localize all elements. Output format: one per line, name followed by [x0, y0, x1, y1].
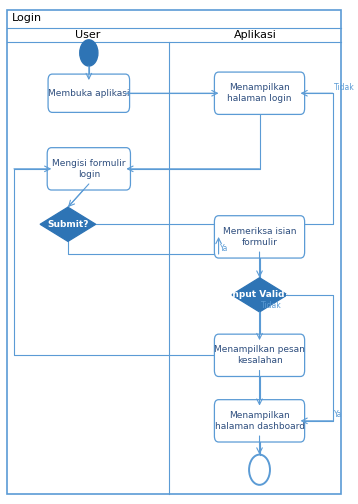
- Text: Membuka aplikasi: Membuka aplikasi: [48, 89, 130, 98]
- FancyBboxPatch shape: [214, 72, 305, 114]
- Text: Mengisi formulir
login: Mengisi formulir login: [52, 159, 126, 179]
- Text: Login: Login: [12, 13, 42, 23]
- FancyBboxPatch shape: [214, 216, 305, 258]
- Text: Menampilkan
halaman login: Menampilkan halaman login: [227, 83, 292, 103]
- FancyBboxPatch shape: [214, 400, 305, 442]
- FancyBboxPatch shape: [214, 334, 305, 376]
- Text: Menampilkan pesan
kesalahan: Menampilkan pesan kesalahan: [214, 345, 305, 365]
- Circle shape: [80, 40, 98, 66]
- Text: User: User: [75, 30, 101, 40]
- Polygon shape: [232, 278, 287, 312]
- Text: Tidak: Tidak: [334, 83, 355, 92]
- FancyBboxPatch shape: [7, 10, 342, 494]
- FancyBboxPatch shape: [47, 148, 130, 190]
- Text: Submit?: Submit?: [47, 220, 89, 229]
- Text: Menampilkan
halaman dashboard: Menampilkan halaman dashboard: [214, 411, 305, 431]
- Text: Input Valid?: Input Valid?: [229, 290, 290, 299]
- Text: Aplikasi: Aplikasi: [234, 30, 277, 40]
- Text: Memeriksa isian
formulir: Memeriksa isian formulir: [223, 227, 296, 247]
- Text: Tidak: Tidak: [261, 301, 282, 310]
- Text: Ya: Ya: [220, 243, 229, 253]
- Text: Ya: Ya: [334, 410, 342, 419]
- FancyBboxPatch shape: [48, 74, 130, 112]
- Polygon shape: [40, 207, 96, 241]
